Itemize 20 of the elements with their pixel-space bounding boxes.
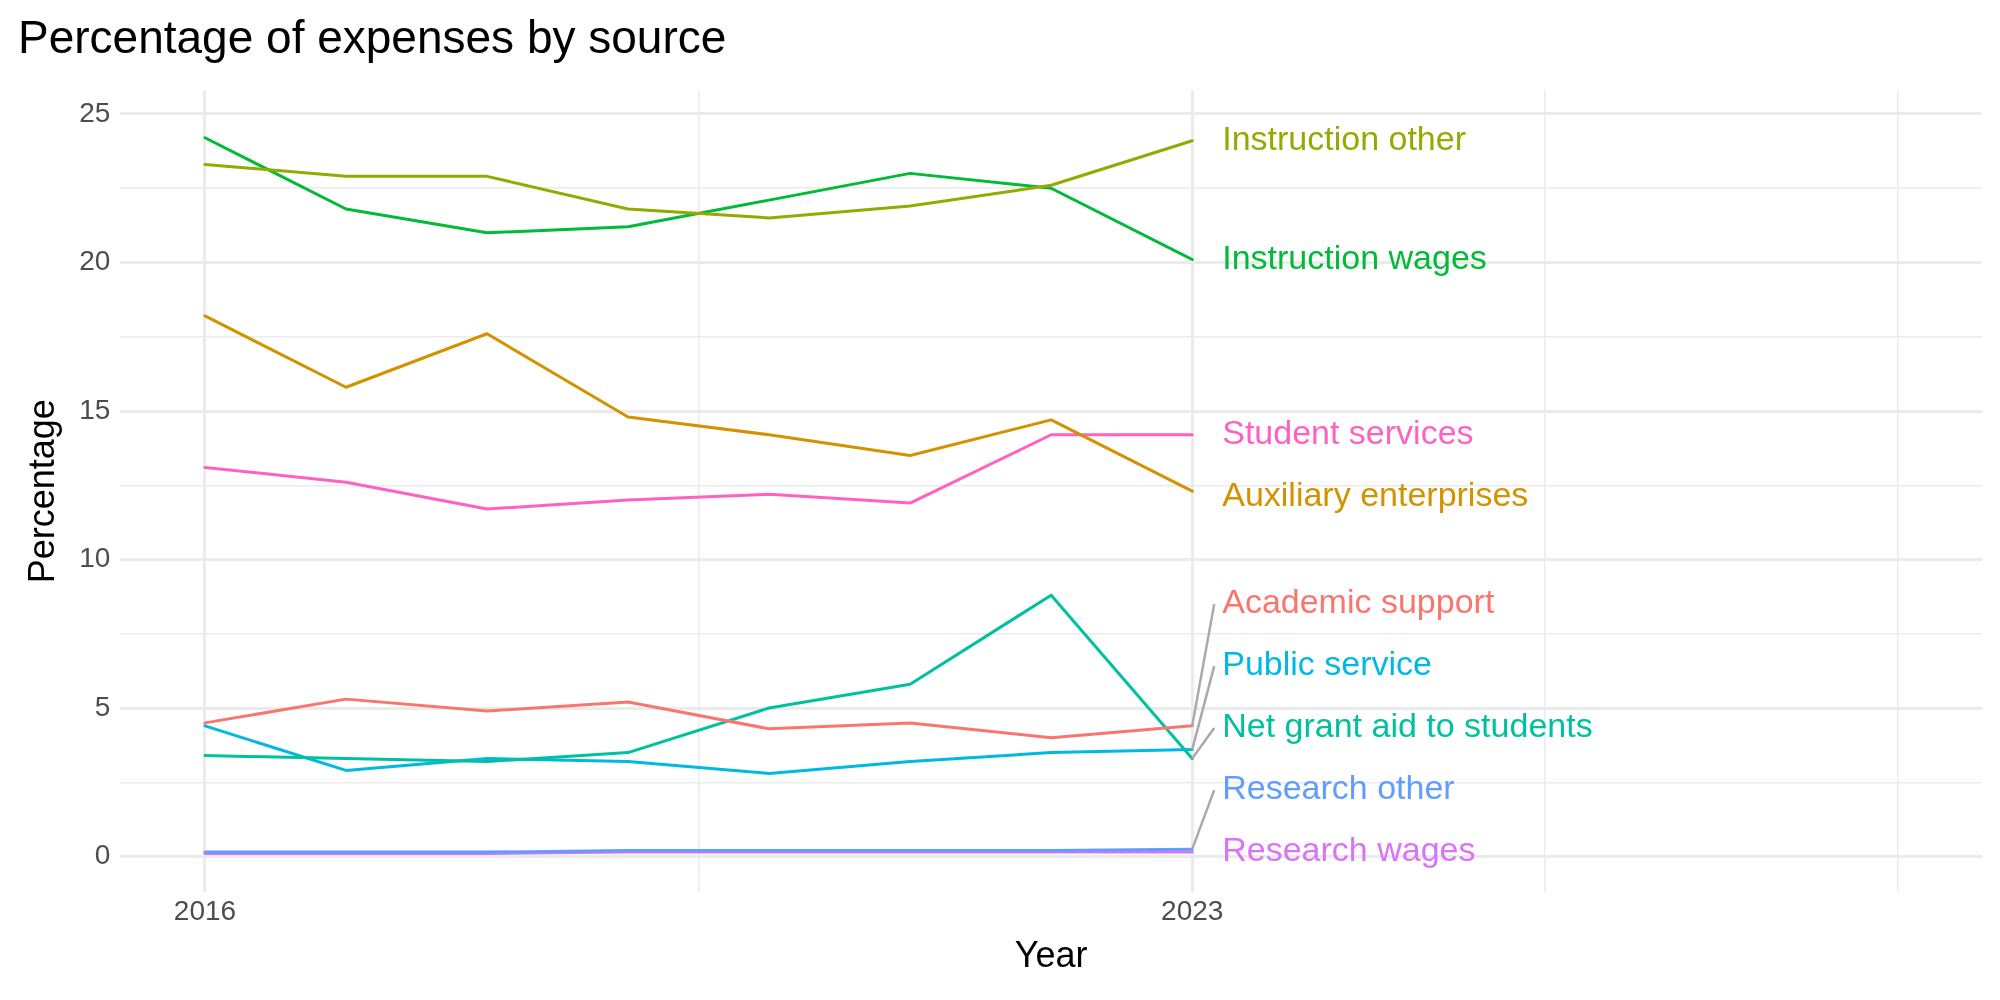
chart-title: Percentage of expenses by source — [18, 11, 727, 64]
x-tick-label: 2016 — [173, 894, 237, 926]
text: Public service — [1222, 644, 1432, 683]
series-label: Research other — [1222, 768, 1455, 807]
series-label: Student services — [1222, 413, 1474, 452]
y-tick-label: 0 — [94, 839, 111, 871]
series-label: Net grant aid to students — [1222, 706, 1593, 745]
y-tick-label: 25 — [79, 96, 111, 128]
series-label: Instruction other — [1222, 119, 1466, 158]
y-tick-label: 20 — [79, 245, 111, 277]
x-axis-title: Year — [1014, 934, 1088, 976]
y-tick-label: 10 — [79, 542, 111, 574]
x-tick-label: 2023 — [1161, 894, 1224, 926]
y-tick-label: 5 — [94, 690, 111, 722]
series-label: Instruction wages — [1222, 237, 1487, 276]
text: Academic support — [1222, 582, 1495, 621]
series-label: Research wages — [1222, 830, 1476, 869]
series-label: Auxiliary enterprises — [1222, 475, 1529, 514]
y-axis-title: Percentage — [20, 399, 62, 584]
y-tick-label: 15 — [79, 393, 111, 425]
